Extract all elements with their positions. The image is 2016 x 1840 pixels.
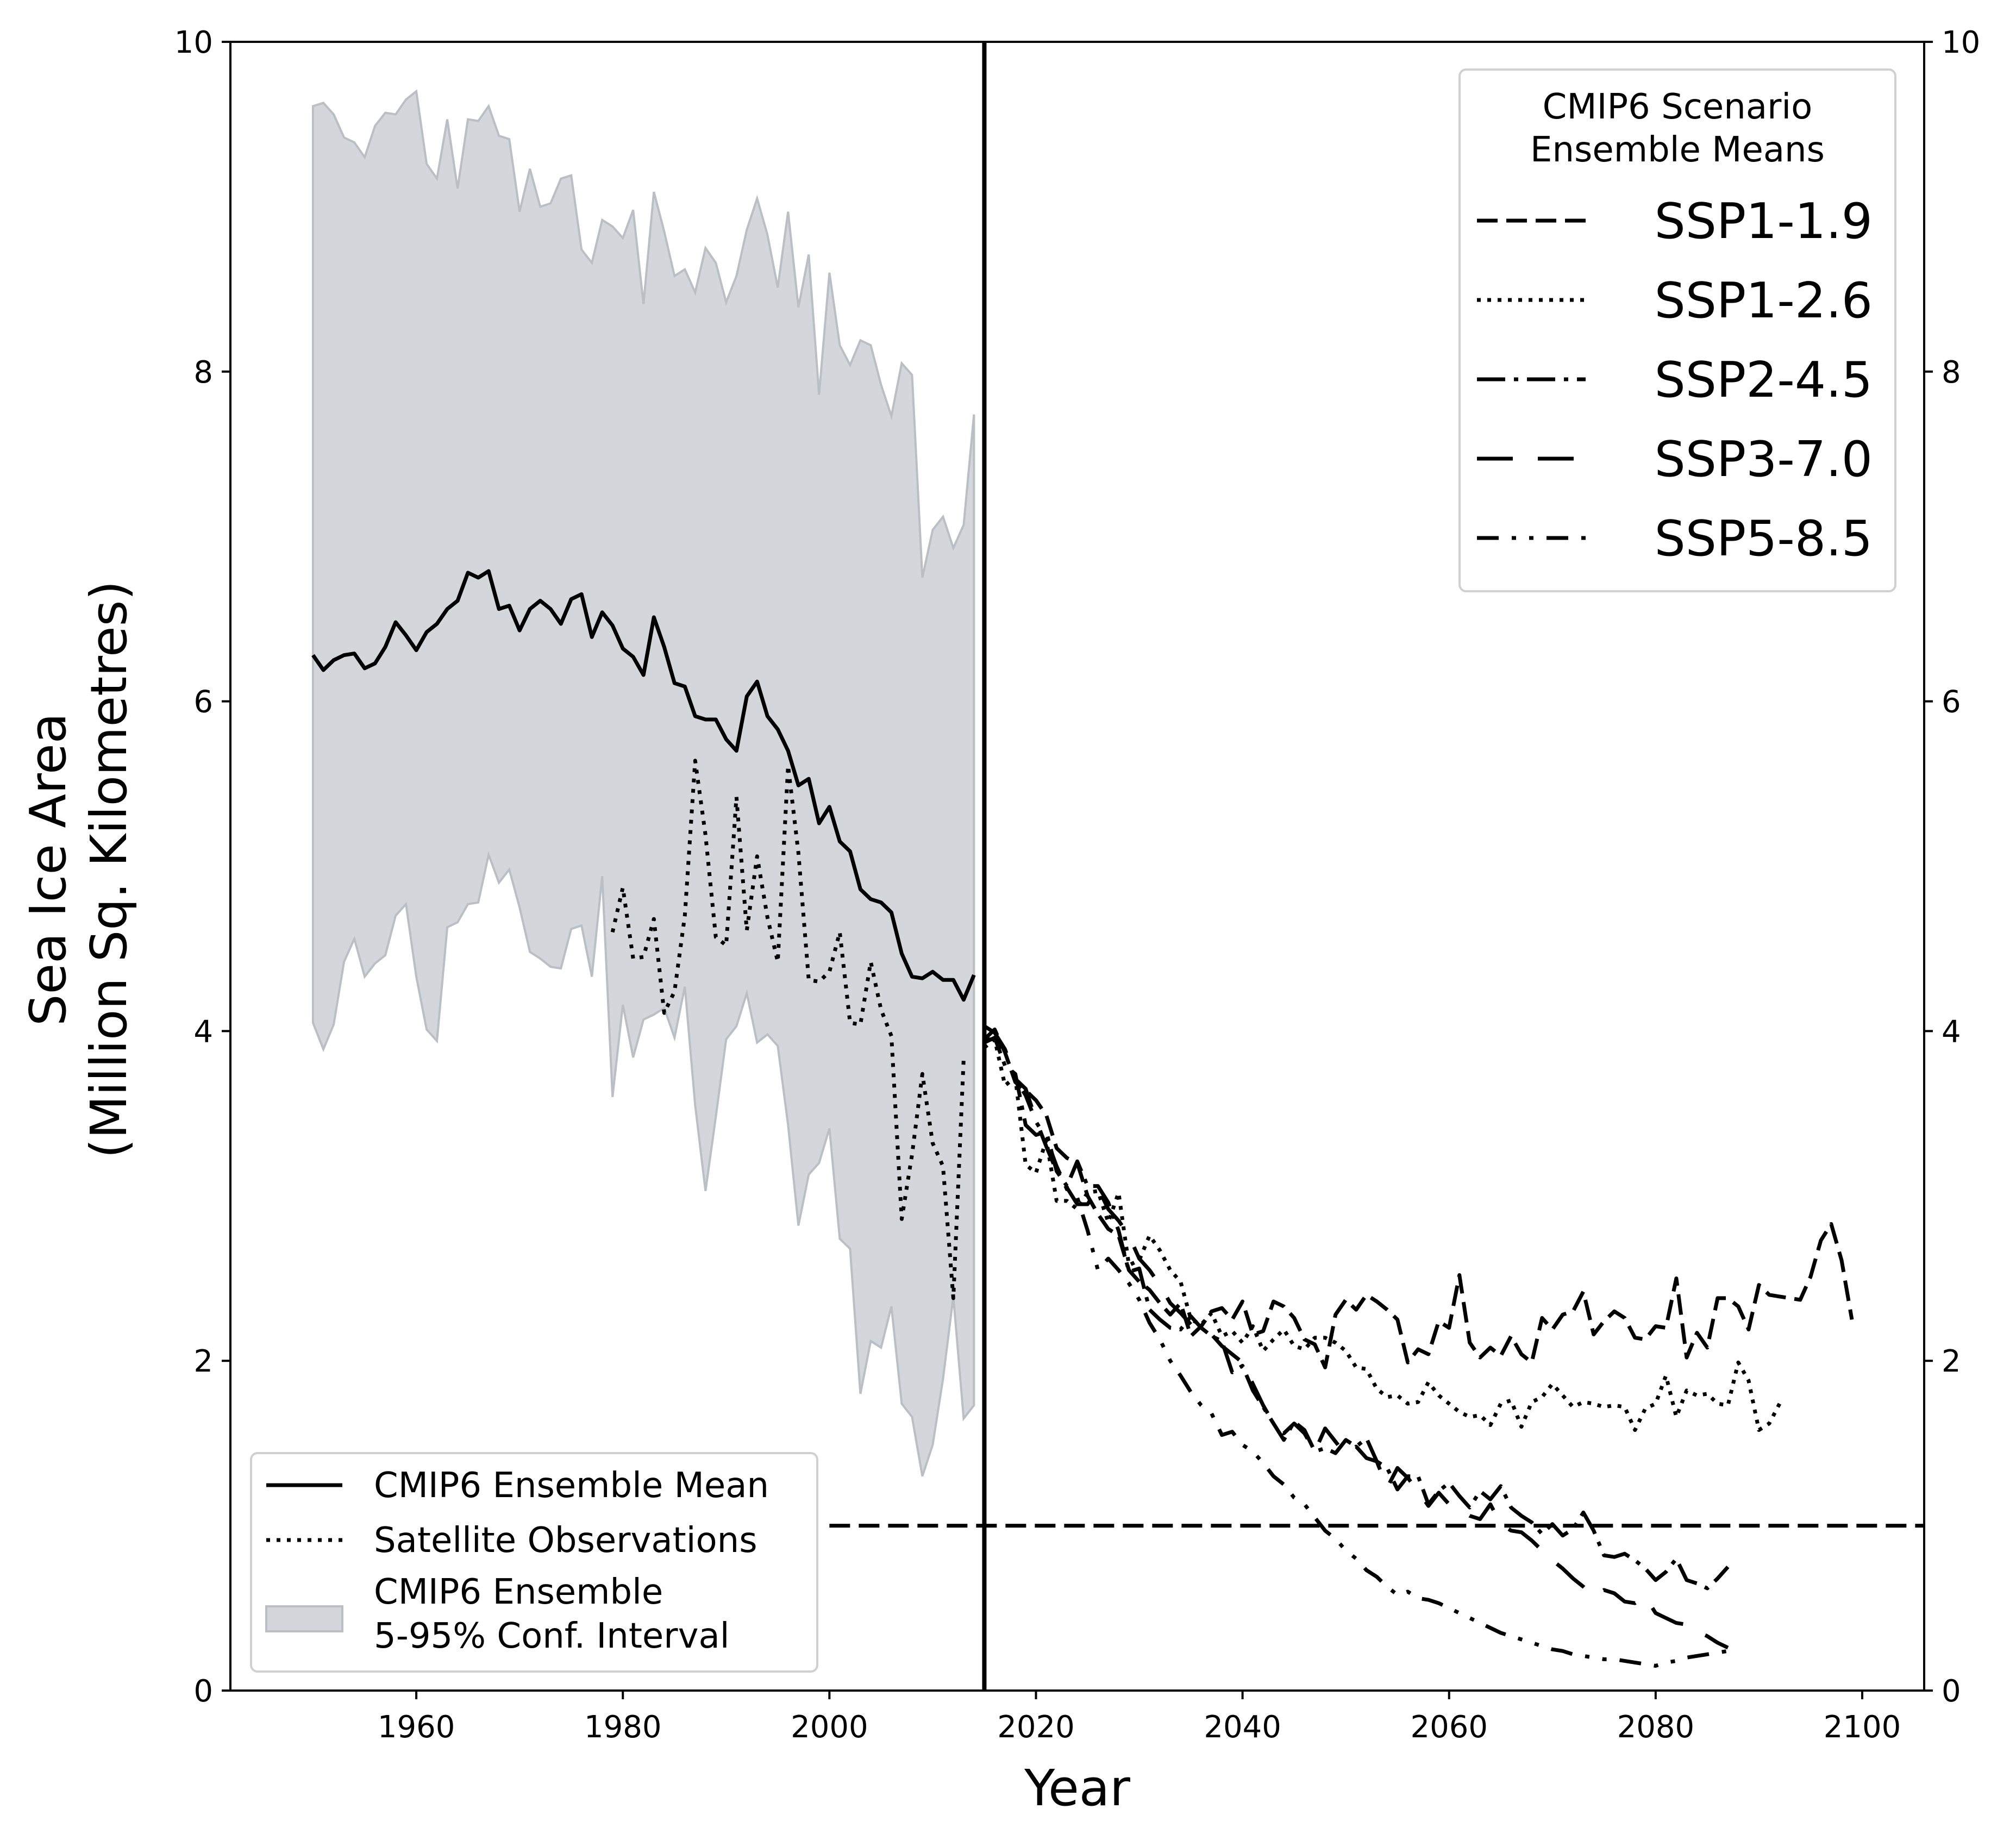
x-tick-label: 2000 [791,1710,868,1745]
axes: 1960 1980 2000 2020 2040 2060 2080 2100 0 2 4 6 8 10 0… [19,25,1980,1817]
x-tick-label: 2060 [1410,1710,1488,1745]
series-ssp5-8-5-line [984,1037,1729,1668]
x-tick-label: 1960 [378,1710,455,1745]
right-y-tick-label: 2 [1942,1344,1961,1379]
confidence-band [312,89,975,1477]
plot-frame [229,41,1925,1692]
upper-legend-label: SSP1-1.9 [1655,193,1873,250]
right-y-tick-label: 10 [1942,25,1980,60]
lower-legend-label: Satellite Observations [374,1520,757,1561]
series-ssp1-1-9-line [982,1027,1854,1369]
upper-legend-title: CMIP6 Scenario [1543,87,1813,127]
y-tick-label: 6 [193,685,213,720]
lower-legend-label: 5-95% Conf. Interval [374,1616,729,1656]
x-tick-label: 2040 [1204,1710,1281,1745]
lower-legend-box [250,1452,818,1673]
y-axis-title-line1: Sea Ice Area [19,713,77,1026]
right-y-tick-label: 8 [1942,355,1961,390]
right-y-tick-label: 4 [1942,1014,1961,1049]
x-tick-label: 1980 [584,1710,662,1745]
y-tick-label: 8 [193,355,213,390]
lower-legend: CMIP6 Ensemble Mean Satellite Observation… [250,1452,818,1673]
satellite-observations-line [610,759,966,1300]
x-tick-label: 2080 [1617,1710,1695,1745]
x-axis-title: Year [1024,1759,1130,1817]
upper-legend-title: Ensemble Means [1530,130,1825,170]
series-ssp1-2-6-line [983,1037,1782,1432]
plot-area [311,42,1924,1691]
y-tick-label: 4 [193,1014,213,1049]
band-swatch [265,1605,343,1632]
x-tick-label: 2100 [1824,1710,1901,1745]
y-axis-title-line2: (Million Sq. Kilometres) [80,581,138,1159]
right-y-tick-label: 0 [1942,1674,1961,1709]
lower-legend-label: CMIP6 Ensemble Mean [374,1466,769,1506]
upper-legend-label: SSP3-7.0 [1655,431,1873,488]
y-tick-label: 10 [174,25,213,60]
ensemble-mean-line [311,569,976,1002]
y-tick-label: 0 [193,1674,213,1709]
y-axis-title: Sea Ice Area (Million Sq. Kilometres) [19,581,138,1159]
lower-legend-label: CMIP6 Ensemble [374,1572,663,1612]
upper-legend-label: SSP5-8.5 [1655,510,1873,567]
legends: CMIP6 Ensemble Mean Satellite Observation… [250,68,1896,1673]
upper-legend-label: SSP2-4.5 [1655,352,1873,409]
upper-legend-box [1458,68,1896,592]
right-y-tick-label: 6 [1942,685,1961,720]
x-tick-label: 2020 [997,1710,1075,1745]
y-tick-label: 2 [193,1344,213,1379]
series-ssp2-4-5-line [983,1036,1730,1591]
upper-legend-label: SSP1-2.6 [1655,272,1873,329]
series-ssp3-7-0-line [983,1024,1729,1650]
